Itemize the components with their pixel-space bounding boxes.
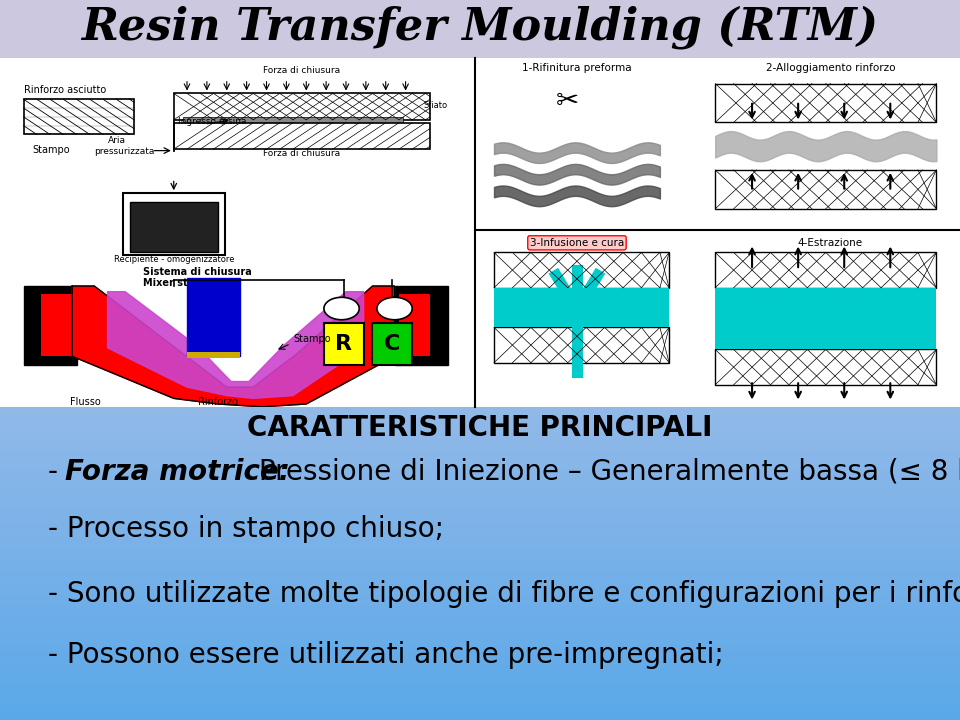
Polygon shape bbox=[108, 292, 364, 398]
Bar bbox=[715, 170, 936, 209]
Bar bbox=[372, 323, 412, 364]
Bar bbox=[715, 288, 936, 349]
Text: Ingresso resina: Ingresso resina bbox=[179, 117, 247, 126]
Bar bbox=[494, 288, 669, 328]
Text: Stampo: Stampo bbox=[33, 145, 70, 155]
Text: Flusso: Flusso bbox=[70, 397, 101, 408]
Bar bbox=[0, 0, 960, 58]
Bar bbox=[187, 278, 240, 356]
Text: 4-Estrazione: 4-Estrazione bbox=[798, 238, 863, 248]
Text: 3-Infusione e cura: 3-Infusione e cura bbox=[530, 238, 624, 248]
Bar bbox=[494, 253, 669, 288]
Text: Mixer statico: Mixer statico bbox=[143, 278, 214, 288]
Bar bbox=[130, 202, 218, 252]
Text: C: C bbox=[384, 333, 400, 354]
Text: - Sono utilizzate molte tipologie di fibre e configurazioni per i rinforzi;: - Sono utilizzate molte tipologie di fib… bbox=[48, 580, 960, 608]
Bar bbox=[41, 294, 72, 356]
Text: Rinforzo: Rinforzo bbox=[198, 397, 238, 408]
Bar bbox=[715, 84, 936, 122]
Text: Sfiato: Sfiato bbox=[423, 101, 447, 110]
Text: Sistema di chiusura: Sistema di chiusura bbox=[143, 267, 252, 276]
Circle shape bbox=[324, 297, 359, 320]
Text: Recipiente - omogenizzatore: Recipiente - omogenizzatore bbox=[113, 255, 234, 264]
Bar bbox=[24, 286, 77, 364]
Text: Aria: Aria bbox=[108, 136, 126, 145]
Bar bbox=[0, 58, 960, 407]
Polygon shape bbox=[72, 286, 395, 407]
Bar bbox=[24, 99, 134, 135]
Text: Rinforzo asciutto: Rinforzo asciutto bbox=[24, 85, 106, 95]
Bar bbox=[174, 94, 430, 120]
Bar bbox=[395, 286, 447, 364]
Bar bbox=[187, 352, 240, 358]
Text: - Processo in stampo chiuso;: - Processo in stampo chiuso; bbox=[48, 516, 444, 543]
Bar bbox=[174, 122, 430, 149]
Text: Pressione di Iniezione – Generalmente bassa (≤ 8 bar);: Pressione di Iniezione – Generalmente ba… bbox=[250, 458, 960, 485]
Text: ✂: ✂ bbox=[556, 87, 580, 115]
Text: - Possono essere utilizzati anche pre-impregnati;: - Possono essere utilizzati anche pre-im… bbox=[48, 642, 724, 669]
Text: -: - bbox=[48, 458, 67, 485]
Text: Stampo: Stampo bbox=[293, 334, 330, 344]
Bar bbox=[123, 193, 225, 255]
Text: pressurizzata: pressurizzata bbox=[94, 147, 155, 156]
Text: Forza di chiusura: Forza di chiusura bbox=[263, 66, 341, 75]
Text: CARATTERISTICHE PRINCIPALI: CARATTERISTICHE PRINCIPALI bbox=[248, 415, 712, 442]
Bar bbox=[399, 294, 430, 356]
Text: 1-Rifinitura preforma: 1-Rifinitura preforma bbox=[522, 63, 632, 73]
Bar bbox=[324, 323, 364, 364]
Bar bbox=[715, 253, 936, 288]
Text: Forza di chiusura: Forza di chiusura bbox=[263, 150, 341, 158]
Text: R: R bbox=[335, 333, 352, 354]
Circle shape bbox=[377, 297, 412, 320]
Bar bbox=[494, 328, 669, 363]
Text: Forza motrice:: Forza motrice: bbox=[65, 458, 290, 485]
Bar bbox=[715, 349, 936, 384]
Text: Resin Transfer Moulding (RTM): Resin Transfer Moulding (RTM) bbox=[82, 6, 878, 49]
Text: 2-Alloggiamento rinforzo: 2-Alloggiamento rinforzo bbox=[766, 63, 895, 73]
Bar bbox=[182, 117, 403, 123]
